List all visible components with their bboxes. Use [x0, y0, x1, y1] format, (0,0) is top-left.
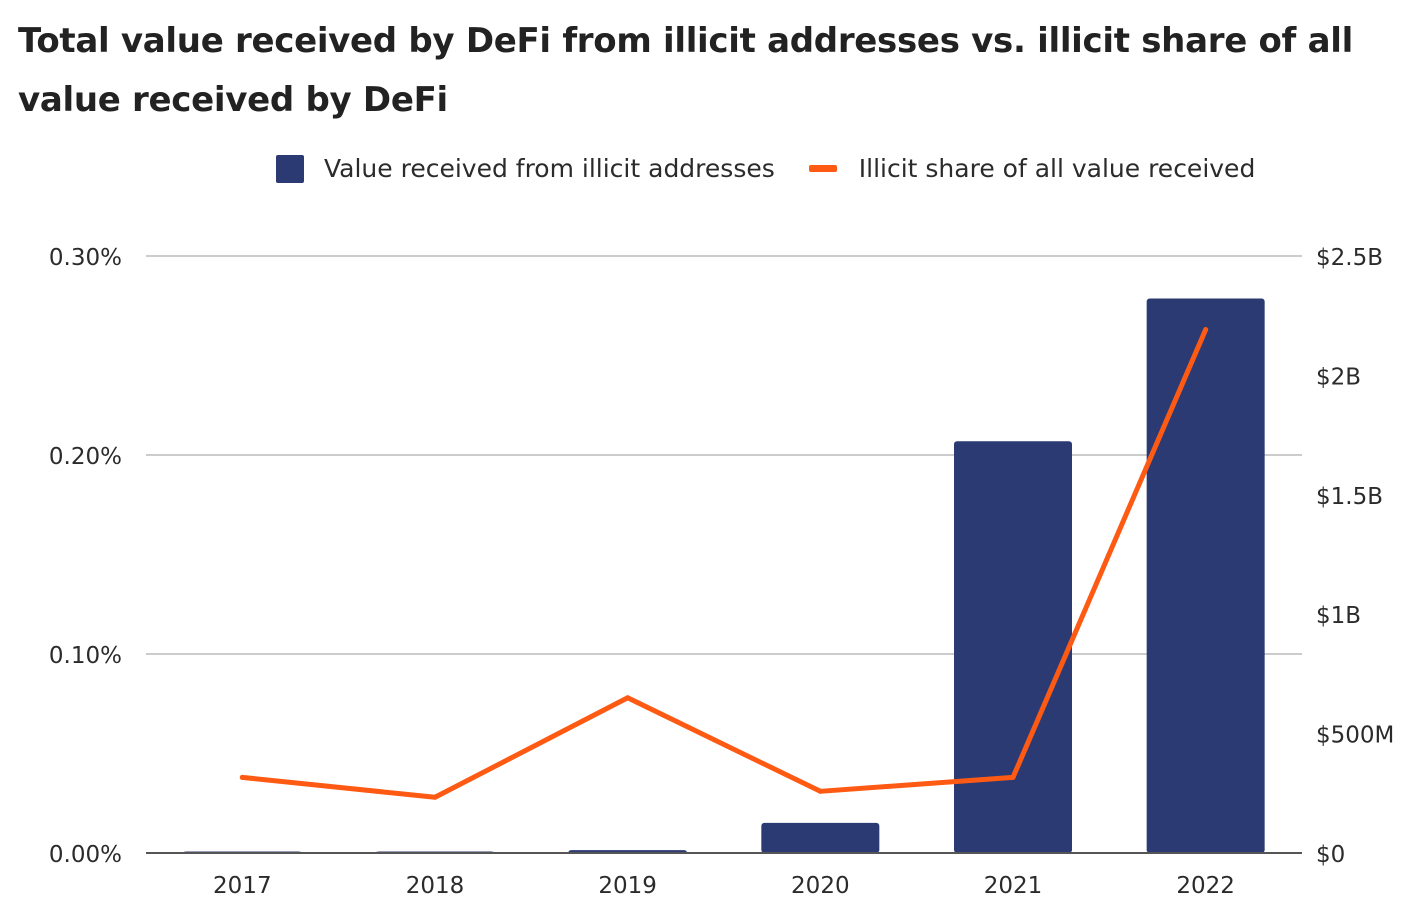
right-tick-label: $2.5B — [1316, 245, 1383, 271]
legend-label-bars: Value received from illicit addresses — [324, 154, 775, 183]
line-point-2019 — [625, 695, 631, 701]
line-point-2017 — [239, 774, 245, 780]
right-tick-label: $0 — [1316, 842, 1345, 868]
legend-swatch-line — [808, 165, 837, 172]
x-tick-label: 2022 — [1176, 873, 1235, 899]
right-tick-label: $2B — [1316, 364, 1361, 390]
line-series — [239, 327, 1209, 800]
illicit-share-line — [239, 327, 1209, 800]
legend-item-bars: Value received from illicit addresses — [276, 154, 775, 183]
grid-lines — [146, 255, 1302, 655]
left-tick-label: 0.20% — [49, 444, 122, 470]
legend-item-line: Illicit share of all value received — [808, 154, 1256, 183]
line-point-2020 — [817, 788, 823, 794]
line-point-2022 — [1203, 327, 1209, 333]
right-tick-label: $500M — [1316, 723, 1394, 749]
bar-2022 — [1146, 298, 1265, 853]
x-tick-label: 2021 — [984, 873, 1043, 899]
line-point-2018 — [432, 794, 438, 800]
left-axis-ticks: 0.00% 0.10% 0.20% 0.30% — [49, 245, 122, 868]
legend: Value received from illicit addresses Il… — [276, 154, 1289, 183]
x-tick-label: 2020 — [791, 873, 850, 899]
legend-label-line: Illicit share of all value received — [858, 154, 1256, 183]
bar-2020 — [761, 822, 880, 853]
x-axis-ticks: 2017 2018 2019 2020 2021 2022 — [213, 873, 1235, 899]
bar-2021 — [954, 441, 1072, 853]
left-tick-label: 0.30% — [49, 245, 122, 271]
left-tick-label: 0.00% — [49, 842, 122, 868]
line-point-2021 — [1010, 774, 1016, 780]
right-axis-ticks: $0 $500M $1B $1.5B $2B $2.5B — [1316, 245, 1394, 868]
x-tick-label: 2019 — [598, 873, 657, 899]
chart-title: Total value received by DeFi from illici… — [18, 21, 1353, 120]
right-tick-label: $1B — [1316, 603, 1361, 629]
legend-swatch-bars — [276, 154, 304, 183]
x-tick-label: 2017 — [213, 873, 272, 899]
x-tick-label: 2018 — [406, 873, 465, 899]
right-tick-label: $1.5B — [1316, 484, 1383, 510]
left-tick-label: 0.10% — [49, 643, 122, 669]
